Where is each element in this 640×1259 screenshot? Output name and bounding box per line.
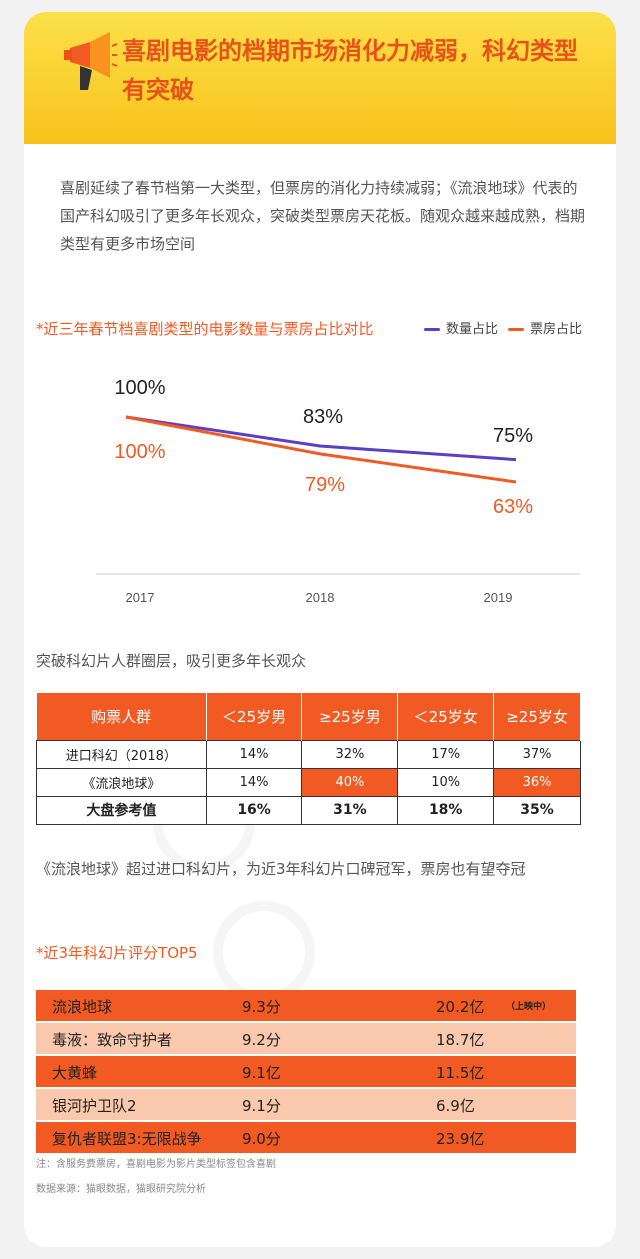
- row-label: 大盘参考值: [36, 795, 207, 825]
- list-item: 复仇者联盟3:无限战争 9.0分 23.9亿: [36, 1122, 576, 1153]
- row-label: 进口科幻（2018）: [36, 739, 207, 769]
- data-label: 100%: [114, 441, 165, 463]
- film-score: 9.1分: [242, 1097, 281, 1115]
- table-cell: 32%: [301, 739, 399, 769]
- series-line-boxoffice: [125, 415, 517, 484]
- film-name: 大黄蜂: [52, 1064, 98, 1082]
- legend-swatch-count: [424, 328, 440, 331]
- table-cell: 18%: [397, 795, 495, 825]
- top5-title: *近3年科幻片评分TOP5: [36, 944, 198, 962]
- table-header-cell: ＜25岁女: [397, 693, 495, 740]
- table-row: 大盘参考值 16% 31% 18% 35%: [36, 795, 581, 825]
- table-header-cell: ≥25岁女: [493, 693, 581, 740]
- table-cell: 36%: [493, 767, 581, 797]
- table-header-cell: ≥25岁男: [301, 693, 399, 740]
- legend-count: 数量占比: [424, 318, 498, 337]
- film-name: 银河护卫队2: [52, 1097, 137, 1115]
- table-cell: 40%: [301, 767, 399, 797]
- line-chart-title: *近三年春节档喜剧类型的电影数量与票房占比对比: [36, 320, 374, 338]
- page-title: 喜剧电影的档期市场消化力减弱，科幻类型有突破: [122, 37, 578, 104]
- audience-section-title: 突破科幻片人群圈层，吸引更多年长观众: [36, 652, 307, 670]
- data-label: 63%: [493, 496, 533, 518]
- data-label: 79%: [305, 474, 345, 496]
- data-label: 83%: [303, 406, 343, 428]
- legend-boxoffice: 票房占比: [508, 318, 582, 337]
- summary-text: 《流浪地球》超过进口科幻片，为近3年科幻片口碑冠军，票房也有望夺冠: [36, 860, 526, 878]
- data-label: 100%: [114, 377, 165, 399]
- legend-label-boxoffice: 票房占比: [530, 322, 583, 337]
- film-box-office: 23.9亿: [436, 1130, 485, 1148]
- film-name: 复仇者联盟3:无限战争: [52, 1130, 202, 1148]
- list-item: 毒液：致命守护者 9.2分 18.7亿: [36, 1023, 576, 1054]
- list-item: 银河护卫队2 9.1分 6.9亿: [36, 1089, 576, 1120]
- table-cell: 10%: [397, 767, 495, 797]
- legend-swatch-boxoffice: [508, 328, 524, 331]
- megaphone-icon: [64, 32, 118, 90]
- data-source: 数据来源：猫眼数据，猫眼研究院分析: [36, 1184, 206, 1195]
- header-banner: 喜剧电影的档期市场消化力减弱，科幻类型有突破: [24, 12, 616, 144]
- table-cell: 14%: [205, 767, 303, 797]
- series-line-count: [125, 415, 517, 462]
- film-box-office: 18.7亿: [436, 1031, 485, 1049]
- table-header-cell: ＜25岁男: [206, 693, 303, 740]
- film-box-office: 6.9亿: [436, 1097, 475, 1115]
- table-cell: 14%: [205, 739, 303, 769]
- top5-table: 流浪地球 9.3分 20.2亿 （上映中） 毒液：致命守护者 9.2分 18.7亿大黄蜂 9.…: [36, 990, 576, 1155]
- line-chart: 2017 2018 2019 100% 83% 75% 100% 79% 63%: [96, 377, 580, 605]
- film-note: （上映中）: [506, 1002, 552, 1012]
- audience-table-header: 购票人群 ＜25岁男 ≥25岁男 ＜25岁女 ≥25岁女: [36, 693, 581, 740]
- table-row: 《流浪地球》 14% 40% 10% 36%: [36, 767, 581, 797]
- film-score: 9.0分: [242, 1130, 281, 1148]
- x-tick-label: 2019: [484, 590, 513, 605]
- table-cell: 37%: [493, 739, 581, 769]
- x-tick-label: 2018: [306, 590, 335, 605]
- table-cell: 17%: [397, 739, 495, 769]
- film-name: 流浪地球: [52, 998, 113, 1016]
- data-label: 75%: [493, 425, 533, 447]
- list-item: 流浪地球 9.3分 20.2亿 （上映中）: [36, 990, 576, 1021]
- table-row: 进口科幻（2018） 14% 32% 17% 37%: [36, 739, 581, 769]
- list-item: 大黄蜂 9.1亿 11.5亿: [36, 1056, 576, 1087]
- intro-paragraph: 喜剧延续了春节档第一大类型，但票房的消化力持续减弱；《流浪地球》代表的国产科幻吸…: [60, 179, 586, 253]
- footnote: 注：含服务费票房，喜剧电影为影片类型标签包含喜剧: [36, 1159, 276, 1170]
- film-score: 9.1亿: [242, 1064, 281, 1082]
- film-name: 毒液：致命守护者: [52, 1031, 173, 1049]
- film-box-office: 20.2亿: [436, 998, 485, 1016]
- film-score: 9.2分: [242, 1031, 281, 1049]
- audience-table: 购票人群 ＜25岁男 ≥25岁男 ＜25岁女 ≥25岁女 进口科幻（2018） 14% 32…: [36, 693, 581, 825]
- table-cell: 31%: [301, 795, 399, 825]
- row-label: 《流浪地球》: [36, 767, 207, 797]
- table-header-cell: 购票人群: [36, 693, 207, 740]
- x-tick-label: 2017: [126, 590, 155, 605]
- table-cell: 16%: [205, 795, 303, 825]
- legend-label-count: 数量占比: [446, 322, 499, 337]
- film-box-office: 11.5亿: [436, 1064, 485, 1082]
- film-score: 9.3分: [242, 998, 281, 1016]
- table-cell: 35%: [493, 795, 581, 825]
